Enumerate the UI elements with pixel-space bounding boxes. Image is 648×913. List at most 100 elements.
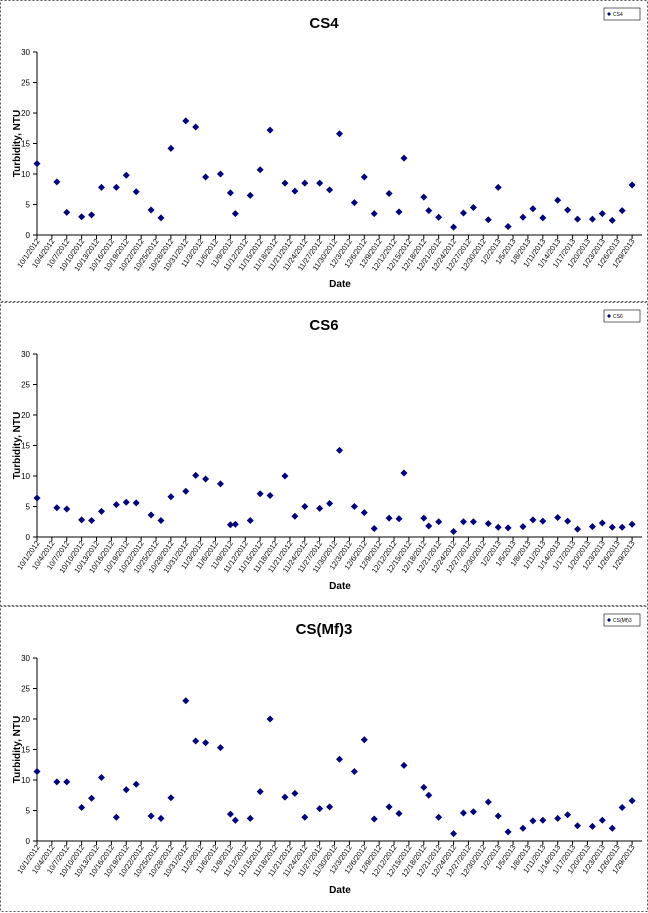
data-point bbox=[216, 170, 224, 178]
data-point bbox=[266, 126, 274, 134]
data-point bbox=[53, 778, 61, 786]
data-point bbox=[598, 210, 606, 218]
y-tick-label: 15 bbox=[21, 140, 30, 149]
data-point bbox=[167, 144, 175, 152]
data-point bbox=[88, 794, 96, 802]
data-point bbox=[425, 522, 433, 530]
y-tick-label: 25 bbox=[21, 685, 30, 694]
data-point bbox=[216, 744, 224, 752]
data-point bbox=[182, 697, 190, 705]
data-point bbox=[291, 789, 299, 797]
data-point bbox=[122, 498, 130, 506]
data-point bbox=[450, 528, 458, 536]
data-point bbox=[598, 816, 606, 824]
data-point bbox=[350, 503, 358, 510]
y-tick-label: 20 bbox=[21, 715, 30, 724]
data-point bbox=[132, 780, 140, 788]
data-point bbox=[529, 516, 537, 524]
data-point bbox=[326, 186, 334, 194]
data-point bbox=[226, 521, 234, 529]
data-point bbox=[291, 512, 299, 520]
data-point bbox=[484, 216, 492, 224]
y-tick-label: 30 bbox=[21, 654, 30, 663]
y-tick-label: 5 bbox=[26, 503, 31, 512]
data-point bbox=[202, 475, 210, 483]
data-point bbox=[385, 514, 393, 522]
data-point bbox=[132, 499, 140, 507]
legend-swatch bbox=[607, 12, 611, 16]
y-axis-label: Turbidity, NTU bbox=[12, 716, 23, 783]
data-point bbox=[112, 183, 120, 191]
data-point bbox=[53, 504, 61, 512]
y-tick-label: 20 bbox=[21, 411, 30, 420]
data-point bbox=[420, 193, 428, 201]
data-point bbox=[112, 501, 120, 509]
data-point bbox=[122, 786, 130, 794]
data-point bbox=[395, 515, 403, 523]
y-tick-label: 25 bbox=[21, 381, 30, 390]
data-point bbox=[469, 808, 477, 816]
data-point bbox=[301, 179, 309, 187]
legend-swatch bbox=[607, 618, 611, 622]
data-point bbox=[564, 206, 572, 214]
data-point bbox=[588, 523, 596, 531]
y-tick-label: 5 bbox=[26, 201, 31, 210]
data-point bbox=[450, 223, 458, 231]
data-point bbox=[63, 505, 71, 513]
data-point bbox=[112, 813, 120, 821]
data-point bbox=[281, 179, 289, 187]
y-tick-label: 5 bbox=[26, 807, 31, 816]
data-point bbox=[216, 480, 224, 488]
data-point bbox=[336, 755, 343, 763]
data-point bbox=[192, 123, 200, 131]
data-point bbox=[519, 824, 527, 832]
data-point bbox=[78, 803, 86, 811]
data-point bbox=[608, 523, 616, 531]
data-point bbox=[291, 187, 299, 195]
data-point bbox=[529, 817, 537, 825]
data-point bbox=[88, 211, 96, 219]
data-point bbox=[192, 471, 200, 479]
data-point bbox=[256, 166, 264, 174]
y-tick-label: 10 bbox=[21, 472, 30, 481]
x-axis-label: Date bbox=[329, 581, 351, 592]
data-point bbox=[385, 190, 393, 198]
y-axis-label: Turbidity, NTU bbox=[12, 412, 23, 479]
data-point bbox=[231, 520, 239, 528]
data-point bbox=[33, 767, 41, 775]
data-point bbox=[400, 154, 408, 162]
data-point bbox=[256, 490, 264, 498]
data-point bbox=[618, 207, 626, 215]
y-tick-label: 30 bbox=[21, 350, 30, 359]
data-point bbox=[435, 213, 443, 221]
data-point bbox=[246, 814, 254, 822]
data-point bbox=[246, 191, 254, 199]
data-point bbox=[122, 171, 130, 179]
data-point bbox=[316, 805, 324, 813]
data-point bbox=[598, 519, 606, 527]
chart-title: CS4 bbox=[309, 15, 339, 32]
data-point bbox=[574, 525, 582, 533]
data-point bbox=[504, 222, 512, 230]
data-point bbox=[588, 822, 596, 830]
data-point bbox=[266, 715, 274, 723]
data-point bbox=[420, 514, 428, 522]
data-point bbox=[336, 446, 343, 454]
data-point bbox=[469, 518, 477, 526]
data-point bbox=[554, 196, 562, 204]
data-point bbox=[504, 828, 512, 836]
data-point bbox=[350, 199, 358, 207]
legend-box bbox=[603, 309, 641, 323]
data-point bbox=[147, 812, 155, 820]
data-point bbox=[182, 117, 190, 125]
data-point bbox=[519, 213, 527, 221]
legend-label: CS(Mf)3 bbox=[613, 618, 632, 624]
data-point bbox=[202, 739, 210, 747]
y-tick-label: 0 bbox=[26, 533, 31, 542]
data-point bbox=[450, 830, 458, 838]
data-point bbox=[608, 824, 616, 832]
data-point bbox=[385, 803, 393, 811]
data-point bbox=[157, 517, 165, 525]
